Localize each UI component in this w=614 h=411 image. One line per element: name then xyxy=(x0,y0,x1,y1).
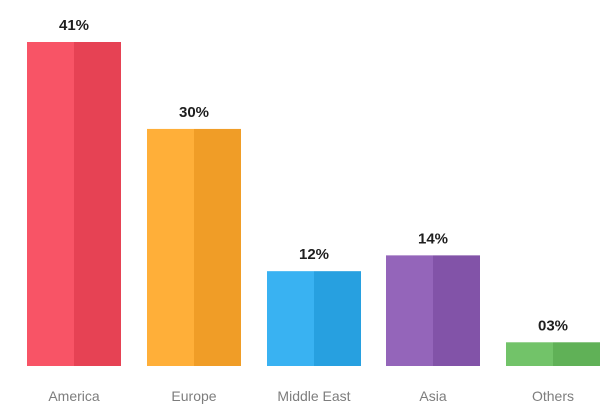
value-label-others: 03% xyxy=(538,317,568,334)
value-label-asia: 14% xyxy=(418,230,448,247)
bar-europe xyxy=(147,129,241,366)
bar-asia xyxy=(386,255,480,366)
category-label-others: Others xyxy=(532,388,574,404)
category-label-middle-east: Middle East xyxy=(277,388,350,404)
value-label-middle-east: 12% xyxy=(299,246,329,263)
category-label-asia: Asia xyxy=(419,388,446,404)
bar-america xyxy=(27,42,121,366)
category-label-america: America xyxy=(48,388,100,404)
value-label-europe: 30% xyxy=(179,104,209,121)
value-label-america: 41% xyxy=(59,17,89,34)
bar-others xyxy=(506,342,600,366)
bar-middle-east xyxy=(267,271,361,366)
category-label-europe: Europe xyxy=(171,388,216,404)
